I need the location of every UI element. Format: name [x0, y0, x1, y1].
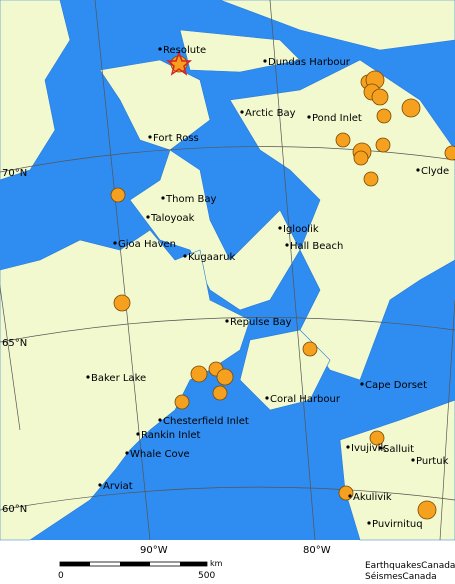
place-label: Rankin Inlet: [141, 430, 200, 441]
scale-tick: 0: [58, 571, 64, 580]
scale-tick: 500: [198, 571, 215, 580]
place-label: Kugaaruk: [188, 252, 235, 263]
place-label: Chesterfield Inlet: [163, 416, 249, 427]
place-dot: [125, 451, 129, 455]
place-dot: [307, 115, 311, 119]
places: Resolute Dundas Harbour Arctic Bay Pond Inl…: [86, 45, 449, 530]
place-dot: [411, 458, 415, 462]
place-label: Arctic Bay: [245, 108, 296, 119]
place-dot: [98, 483, 102, 487]
place-dot: [285, 243, 289, 247]
lat-label: 65°N: [2, 338, 27, 349]
earthquakes: [110, 50, 455, 520]
place-dot: [265, 396, 269, 400]
credit: EarthquakesCanada: [365, 561, 455, 571]
lon-label: 80°W: [303, 545, 331, 556]
place-label: Thom Bay: [165, 194, 216, 205]
place-label: Resolute: [163, 45, 206, 56]
place-dot: [378, 446, 382, 450]
place-label: Whale Cove: [130, 449, 190, 460]
place-label: Cape Dorset: [365, 380, 427, 391]
place-label: Puvirnituq: [372, 519, 423, 530]
place-dot: [148, 135, 152, 139]
place-label: Arviat: [103, 481, 133, 492]
place-dot: [278, 226, 282, 230]
place-label: Dundas Harbour: [268, 57, 351, 68]
graticule: [0, 0, 455, 541]
lat-label: 60°N: [2, 504, 27, 515]
place-dot: [183, 254, 187, 258]
place-label: Coral Harbour: [270, 394, 341, 405]
place-label: Salluit: [383, 444, 414, 455]
scale-bar: km 0 500: [58, 559, 223, 581]
place-dot: [161, 196, 165, 200]
place-dot: [240, 110, 244, 114]
place-label: Taloyoak: [150, 213, 195, 224]
place-dot: [416, 168, 420, 172]
place-dot: [136, 432, 140, 436]
place-dot: [86, 375, 90, 379]
place-dot: [146, 215, 150, 219]
place-label: Ivujivik: [351, 443, 386, 454]
place-label: Igloolik: [283, 224, 319, 235]
place-dot: [263, 59, 267, 63]
place-label: Purtuk: [416, 456, 449, 467]
place-label: Gjoa Haven: [118, 239, 176, 250]
place-label: Repulse Bay: [230, 317, 292, 328]
place-dot: [158, 47, 162, 51]
lat-label: 70°N: [2, 168, 27, 179]
place-dot: [360, 382, 364, 386]
place-dot: [348, 494, 352, 498]
place-label: Clyde: [421, 166, 449, 177]
place-label: Baker Lake: [91, 373, 146, 384]
place-label: Akulivik: [353, 492, 392, 503]
place-label: Fort Ross: [153, 133, 199, 144]
coordinate-labels: 70°N 65°N 60°N 90°W 80°W: [2, 168, 331, 556]
place-dot: [225, 319, 229, 323]
credit: SéismesCanada: [365, 571, 437, 580]
place-label: Pond Inlet: [312, 113, 362, 124]
place-dot: [346, 445, 350, 449]
lon-label: 90°W: [140, 545, 168, 556]
scale-unit: km: [210, 559, 223, 568]
place-dot: [158, 418, 162, 422]
place-label: Hall Beach: [290, 241, 343, 252]
place-dot: [367, 521, 371, 525]
place-dot: [113, 241, 117, 245]
